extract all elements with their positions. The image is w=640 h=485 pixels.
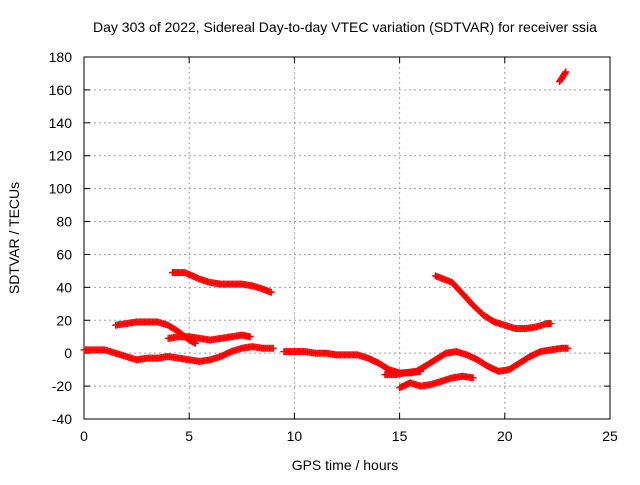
data-point-149: [564, 344, 572, 352]
y-tick-label: 180: [49, 49, 73, 65]
y-tick-label: 20: [56, 312, 72, 328]
chart-title: Day 303 of 2022, Sidereal Day-to-day VTE…: [93, 19, 597, 35]
data-point-8: [561, 69, 569, 77]
series-arc-8: [431, 272, 555, 332]
series-arc-7: [396, 372, 477, 392]
y-tick-label: 140: [49, 115, 73, 131]
y-tick-label: 80: [56, 214, 72, 230]
x-tick-label: 0: [80, 428, 88, 444]
series-arc-1: [80, 343, 277, 365]
data-point-77: [267, 288, 275, 296]
x-tick-label: 15: [392, 428, 408, 444]
y-axis-label: SDTVAR / TECUs: [6, 182, 22, 294]
series-arc-9: [556, 68, 570, 86]
y-tick-label: -40: [52, 411, 72, 427]
axis-ticks: 0 5 10 15 20 25 -40 -20 0 20 40 60 80 100 120 140 160 180: [49, 49, 618, 444]
y-tick-label: 120: [49, 148, 73, 164]
data-layer: [80, 68, 572, 392]
y-tick-label: 160: [49, 82, 73, 98]
y-tick-label: 40: [56, 279, 72, 295]
y-tick-label: 0: [64, 345, 72, 361]
y-tick-label: -20: [52, 378, 72, 394]
series-arc-6: [381, 344, 572, 379]
data-point-9: [562, 68, 570, 76]
data-point-57: [469, 374, 477, 382]
data-point-145: [269, 344, 277, 352]
data-point-101: [547, 320, 555, 328]
series-arc-2: [112, 318, 200, 347]
plot-frame: [83, 56, 611, 420]
y-tick-label: 60: [56, 246, 72, 262]
series-arc-3: [168, 269, 275, 296]
x-tick-label: 10: [287, 428, 303, 444]
x-tick-label: 25: [602, 428, 618, 444]
series-arc-4: [164, 331, 254, 344]
x-tick-label: 5: [185, 428, 193, 444]
y-tick-label: 100: [49, 181, 73, 197]
data-point-63: [246, 333, 254, 341]
x-axis-label: GPS time / hours: [292, 457, 399, 473]
x-tick-label: 20: [497, 428, 513, 444]
